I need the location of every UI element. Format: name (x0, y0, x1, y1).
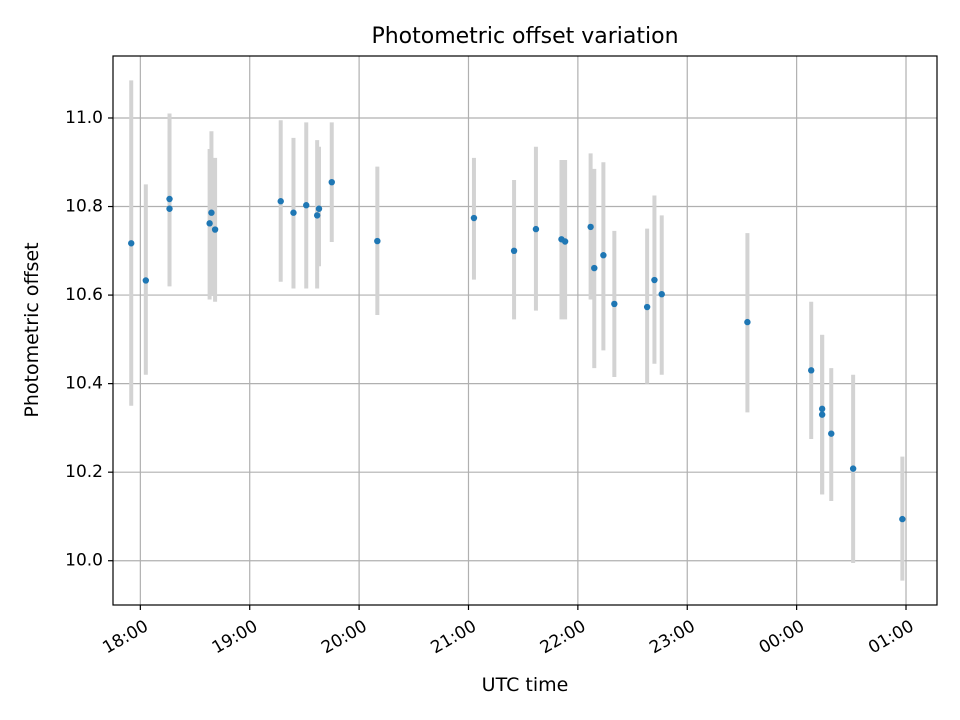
y-tick-label: 10.2 (65, 462, 103, 482)
data-point (328, 178, 335, 186)
y-tick-label: 10.8 (65, 197, 103, 217)
data-point (591, 264, 598, 272)
data-point (166, 205, 173, 212)
y-tick-label: 10.0 (65, 551, 103, 571)
x-axis-label: UTC time (482, 674, 569, 696)
data-point (142, 277, 150, 284)
data-point (658, 290, 665, 298)
data-point (290, 209, 297, 216)
data-point (587, 223, 594, 231)
data-point (315, 205, 323, 212)
y-tick-label: 10.6 (65, 285, 103, 305)
y-tick-label: 11.0 (65, 108, 103, 128)
data-point (651, 276, 658, 284)
data-point (211, 226, 219, 233)
grid (113, 56, 937, 605)
data-point (303, 202, 310, 209)
data-point (166, 195, 173, 203)
data-point (643, 303, 651, 311)
data-point (313, 212, 321, 219)
plot-frame (112, 55, 938, 606)
data-point (818, 411, 826, 418)
data-point (277, 198, 284, 205)
data-point (744, 318, 751, 326)
y-tick-label: 10.4 (65, 374, 103, 394)
data-point (600, 252, 607, 259)
data-point (128, 240, 135, 247)
data-point (374, 237, 381, 245)
y-axis-ticks: 10.0 10.2 10.4 10.6 10.8 11.0 (65, 108, 113, 571)
data-point (808, 367, 815, 374)
data-points (128, 178, 906, 523)
data-point (510, 247, 518, 255)
data-point (611, 300, 618, 308)
data-point (532, 225, 540, 233)
data-point (470, 214, 478, 222)
data-point (208, 209, 215, 216)
data-point (828, 430, 835, 437)
data-point (561, 238, 569, 245)
data-point (206, 220, 213, 227)
data-point (849, 465, 857, 472)
chart-title: Photometric offset variation (371, 24, 678, 49)
data-point (818, 405, 826, 413)
y-axis-label: Photometric offset (21, 242, 43, 417)
data-point (899, 515, 906, 523)
